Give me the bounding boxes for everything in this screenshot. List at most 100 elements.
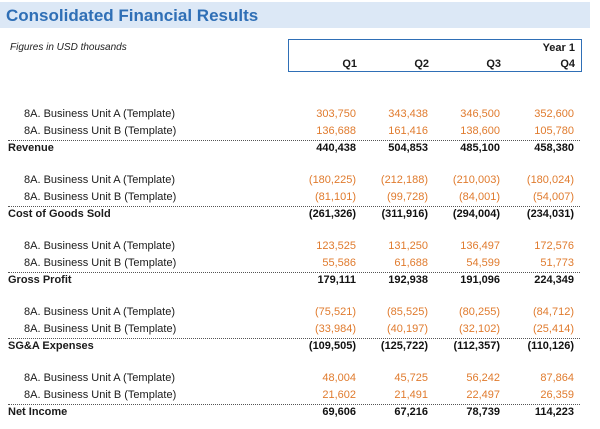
row-label: 8A. Business Unit B (Template): [24, 323, 177, 335]
cell-q3: 136,497: [460, 240, 500, 252]
table-row: 8A. Business Unit B (Template) 21,602 21,4…: [0, 388, 600, 404]
table-row: 8A. Business Unit B (Template) 55,586 61,6…: [0, 256, 600, 272]
page-title: Consolidated Financial Results: [6, 6, 259, 25]
cell-q1: (75,521): [315, 306, 356, 318]
cell-q3: 78,739: [466, 406, 500, 418]
table-row: 8A. Business Unit A (Template) (180,225) (…: [0, 173, 600, 189]
cell-q4: (54,007): [533, 191, 574, 203]
cell-q2: 161,416: [388, 125, 428, 137]
cell-q2: 21,491: [394, 389, 428, 401]
cell-q2: 343,438: [388, 108, 428, 120]
cell-q3: 22,497: [466, 389, 500, 401]
cell-q3: (80,255): [459, 306, 500, 318]
cell-q2: 504,853: [388, 142, 428, 154]
cell-q1: 440,438: [316, 142, 356, 154]
cell-q3: (32,102): [459, 323, 500, 335]
cell-q4: 224,349: [534, 274, 574, 286]
cell-q4: 51,773: [540, 257, 574, 269]
cell-q2: (40,197): [387, 323, 428, 335]
total-row: Revenue 440,438 504,853 485,100 458,380: [0, 141, 600, 157]
total-row: Net Income 69,606 67,216 78,739 114,223: [0, 405, 600, 421]
cell-q1: 55,586: [322, 257, 356, 269]
subtotal-divider: [8, 404, 580, 405]
cell-q1: (109,505): [308, 340, 356, 352]
table-row: 8A. Business Unit A (Template) 48,004 45,7…: [0, 371, 600, 387]
cell-q1: 21,602: [322, 389, 356, 401]
total-row: Gross Profit 179,111 192,938 191,096 224,349: [0, 273, 600, 289]
cell-q1: 179,111: [317, 274, 356, 286]
row-label: 8A. Business Unit A (Template): [24, 108, 176, 120]
table-row: 8A. Business Unit B (Template) (33,984) (4…: [0, 322, 600, 338]
cell-q1: (33,984): [315, 323, 356, 335]
row-label: 8A. Business Unit B (Template): [24, 389, 177, 401]
row-label: 8A. Business Unit A (Template): [24, 306, 176, 318]
units-note: Figures in USD thousands: [10, 42, 127, 53]
table-row: 8A. Business Unit B (Template) (81,101) (9…: [0, 190, 600, 206]
cell-q1: (81,101): [315, 191, 356, 203]
cell-q3: (84,001): [459, 191, 500, 203]
row-label: Net Income: [8, 406, 68, 418]
title-band: Consolidated Financial Results: [0, 2, 590, 28]
row-label: 8A. Business Unit B (Template): [24, 125, 177, 137]
table-row: 8A. Business Unit A (Template) 303,750 343…: [0, 107, 600, 123]
cell-q4: (84,712): [533, 306, 574, 318]
subtotal-divider: [8, 272, 580, 273]
table-row: 8A. Business Unit A (Template) 123,525 131…: [0, 239, 600, 255]
cell-q3: 485,100: [460, 142, 500, 154]
cell-q4: 114,223: [534, 406, 574, 418]
cell-q4: 105,780: [534, 125, 574, 137]
cell-q3: 54,599: [466, 257, 500, 269]
cell-q4: (180,024): [526, 174, 574, 186]
total-row: SG&A Expenses (109,505) (125,722) (112,357)…: [0, 339, 600, 355]
cell-q4: 26,359: [540, 389, 574, 401]
cell-q1: 136,688: [316, 125, 356, 137]
cell-q2: (85,525): [387, 306, 428, 318]
row-label: 8A. Business Unit A (Template): [24, 174, 176, 186]
cell-q2: 45,725: [394, 372, 428, 384]
cell-q4: (25,414): [533, 323, 574, 335]
period-header: Year 1 Q1 Q2 Q3 Q4: [288, 39, 582, 72]
row-label: Revenue: [8, 142, 54, 154]
cell-q4: (234,031): [526, 208, 574, 220]
cell-q3: 191,096: [460, 274, 500, 286]
row-label: 8A. Business Unit B (Template): [24, 191, 177, 203]
quarter-header-q1: Q1: [342, 58, 357, 70]
row-label: Gross Profit: [8, 274, 72, 286]
cell-q1: 303,750: [316, 108, 356, 120]
cell-q3: 138,600: [460, 125, 500, 137]
cell-q3: (294,004): [452, 208, 500, 220]
subtotal-divider: [8, 140, 580, 141]
cell-q2: 61,688: [394, 257, 428, 269]
cell-q4: (110,126): [527, 340, 574, 352]
table-row: 8A. Business Unit A (Template) (75,521) (8…: [0, 305, 600, 321]
cell-q2: (99,728): [387, 191, 428, 203]
cell-q2: (125,722): [380, 340, 428, 352]
cell-q2: (311,916): [381, 208, 428, 220]
cell-q3: 346,500: [460, 108, 500, 120]
row-label: 8A. Business Unit B (Template): [24, 257, 177, 269]
total-row: Cost of Goods Sold (261,326) (311,916) (294…: [0, 207, 600, 223]
row-label: 8A. Business Unit A (Template): [24, 240, 176, 252]
subtotal-divider: [8, 338, 580, 339]
cell-q2: (212,188): [380, 174, 428, 186]
year-label: Year 1: [542, 42, 575, 54]
cell-q4: 172,576: [534, 240, 574, 252]
cell-q3: 56,242: [466, 372, 500, 384]
cell-q1: (261,326): [308, 208, 356, 220]
cell-q2: 131,250: [388, 240, 428, 252]
quarter-header-q3: Q3: [486, 58, 501, 70]
cell-q4: 458,380: [534, 142, 574, 154]
cell-q3: (112,357): [453, 340, 500, 352]
cell-q1: 69,606: [322, 406, 356, 418]
cell-q1: 48,004: [322, 372, 356, 384]
cell-q4: 352,600: [534, 108, 574, 120]
cell-q2: 67,216: [394, 406, 428, 418]
row-label: Cost of Goods Sold: [8, 208, 111, 220]
cell-q1: (180,225): [308, 174, 356, 186]
cell-q4: 87,864: [540, 372, 574, 384]
row-label: 8A. Business Unit A (Template): [24, 372, 176, 384]
cell-q1: 123,525: [316, 240, 356, 252]
quarter-header-q2: Q2: [414, 58, 429, 70]
quarter-header-q4: Q4: [560, 58, 575, 70]
cell-q3: (210,003): [452, 174, 500, 186]
